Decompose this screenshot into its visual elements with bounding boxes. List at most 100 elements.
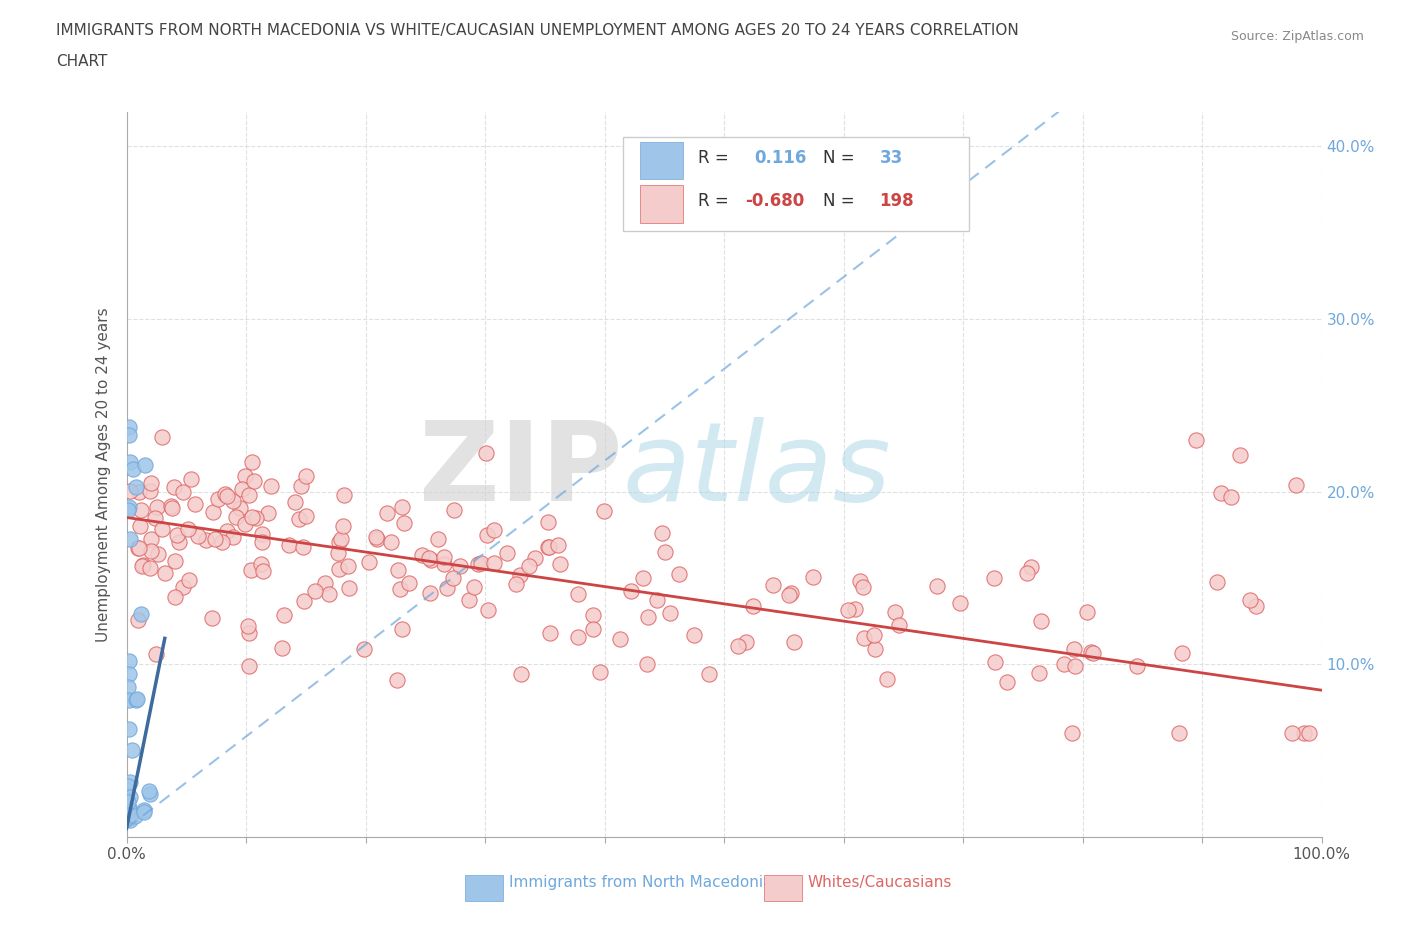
Point bbox=[129, 519, 152, 534]
Point bbox=[278, 538, 301, 553]
FancyBboxPatch shape bbox=[623, 137, 969, 232]
Point bbox=[852, 580, 875, 595]
Point bbox=[1285, 478, 1308, 493]
Point bbox=[853, 631, 876, 645]
Point bbox=[160, 498, 183, 513]
Point bbox=[328, 535, 350, 550]
Point bbox=[131, 558, 153, 573]
Point bbox=[482, 523, 505, 538]
Point bbox=[120, 484, 142, 498]
Point bbox=[1076, 604, 1098, 619]
Point bbox=[118, 790, 141, 804]
Point bbox=[567, 630, 589, 644]
Point bbox=[333, 487, 356, 502]
Point bbox=[550, 557, 572, 572]
Text: -0.680: -0.680 bbox=[745, 193, 804, 210]
Point bbox=[118, 532, 141, 547]
Point bbox=[411, 548, 433, 563]
Point bbox=[132, 803, 155, 817]
Point bbox=[436, 580, 458, 595]
Point bbox=[683, 628, 706, 643]
Point bbox=[537, 540, 560, 555]
Point bbox=[270, 641, 292, 656]
Point bbox=[1171, 645, 1194, 660]
Point bbox=[292, 593, 315, 608]
Point bbox=[252, 564, 274, 578]
Point bbox=[243, 474, 266, 489]
Point bbox=[727, 639, 749, 654]
Point bbox=[139, 786, 162, 801]
Point bbox=[366, 529, 388, 544]
Point bbox=[204, 532, 226, 547]
Point bbox=[117, 428, 139, 443]
Point bbox=[581, 621, 603, 636]
Point bbox=[145, 511, 167, 525]
Point bbox=[187, 528, 209, 543]
Point bbox=[121, 743, 143, 758]
Point bbox=[375, 505, 398, 520]
Point bbox=[651, 525, 673, 540]
Point bbox=[326, 546, 349, 561]
Point bbox=[647, 592, 669, 607]
Point bbox=[118, 801, 141, 816]
Point bbox=[121, 462, 143, 477]
Point bbox=[380, 535, 402, 550]
Point bbox=[215, 488, 238, 503]
Point bbox=[201, 505, 224, 520]
Point bbox=[538, 625, 561, 640]
Text: 0.116: 0.116 bbox=[754, 149, 807, 166]
Point bbox=[238, 487, 260, 502]
Text: R =: R = bbox=[697, 149, 728, 166]
Point bbox=[925, 578, 948, 593]
Point bbox=[654, 544, 676, 559]
Point bbox=[1063, 641, 1085, 656]
Point bbox=[1205, 574, 1227, 589]
Point bbox=[418, 551, 440, 565]
Point bbox=[593, 503, 616, 518]
Point bbox=[391, 621, 413, 636]
FancyBboxPatch shape bbox=[640, 185, 683, 223]
Point bbox=[389, 582, 412, 597]
Point bbox=[1083, 645, 1105, 660]
Point bbox=[294, 509, 316, 524]
Text: atlas: atlas bbox=[623, 418, 891, 525]
Point bbox=[865, 642, 887, 657]
Point bbox=[392, 515, 415, 530]
Point bbox=[884, 604, 907, 619]
Point bbox=[295, 469, 318, 484]
Point bbox=[482, 556, 505, 571]
Point bbox=[475, 527, 498, 542]
Point bbox=[217, 523, 239, 538]
Point bbox=[449, 559, 471, 574]
Point bbox=[1015, 565, 1038, 580]
Point bbox=[222, 494, 245, 509]
Point bbox=[228, 500, 250, 515]
Point bbox=[523, 551, 546, 565]
Point bbox=[195, 532, 218, 547]
Text: Source: ZipAtlas.com: Source: ZipAtlas.com bbox=[1230, 30, 1364, 43]
Point bbox=[1239, 593, 1261, 608]
Point bbox=[1220, 489, 1243, 504]
Point bbox=[128, 485, 150, 499]
Point bbox=[288, 512, 311, 526]
Point bbox=[427, 532, 450, 547]
Point bbox=[337, 559, 360, 574]
Point bbox=[172, 485, 194, 499]
Point bbox=[609, 631, 631, 646]
Point bbox=[517, 559, 540, 574]
Point bbox=[150, 522, 173, 537]
Point bbox=[314, 576, 336, 591]
Point bbox=[207, 492, 229, 507]
Point bbox=[118, 419, 141, 434]
Point bbox=[1209, 485, 1232, 500]
Point bbox=[505, 577, 527, 591]
Point bbox=[132, 558, 155, 573]
Point bbox=[138, 783, 160, 798]
Point bbox=[509, 667, 531, 682]
Point bbox=[127, 692, 149, 707]
Point bbox=[1126, 658, 1149, 673]
Point bbox=[291, 539, 314, 554]
Point bbox=[567, 587, 589, 602]
Text: IMMIGRANTS FROM NORTH MACEDONIA VS WHITE/CAUCASIAN UNEMPLOYMENT AMONG AGES 20 TO: IMMIGRANTS FROM NORTH MACEDONIA VS WHITE… bbox=[56, 23, 1019, 38]
Point bbox=[259, 478, 281, 493]
